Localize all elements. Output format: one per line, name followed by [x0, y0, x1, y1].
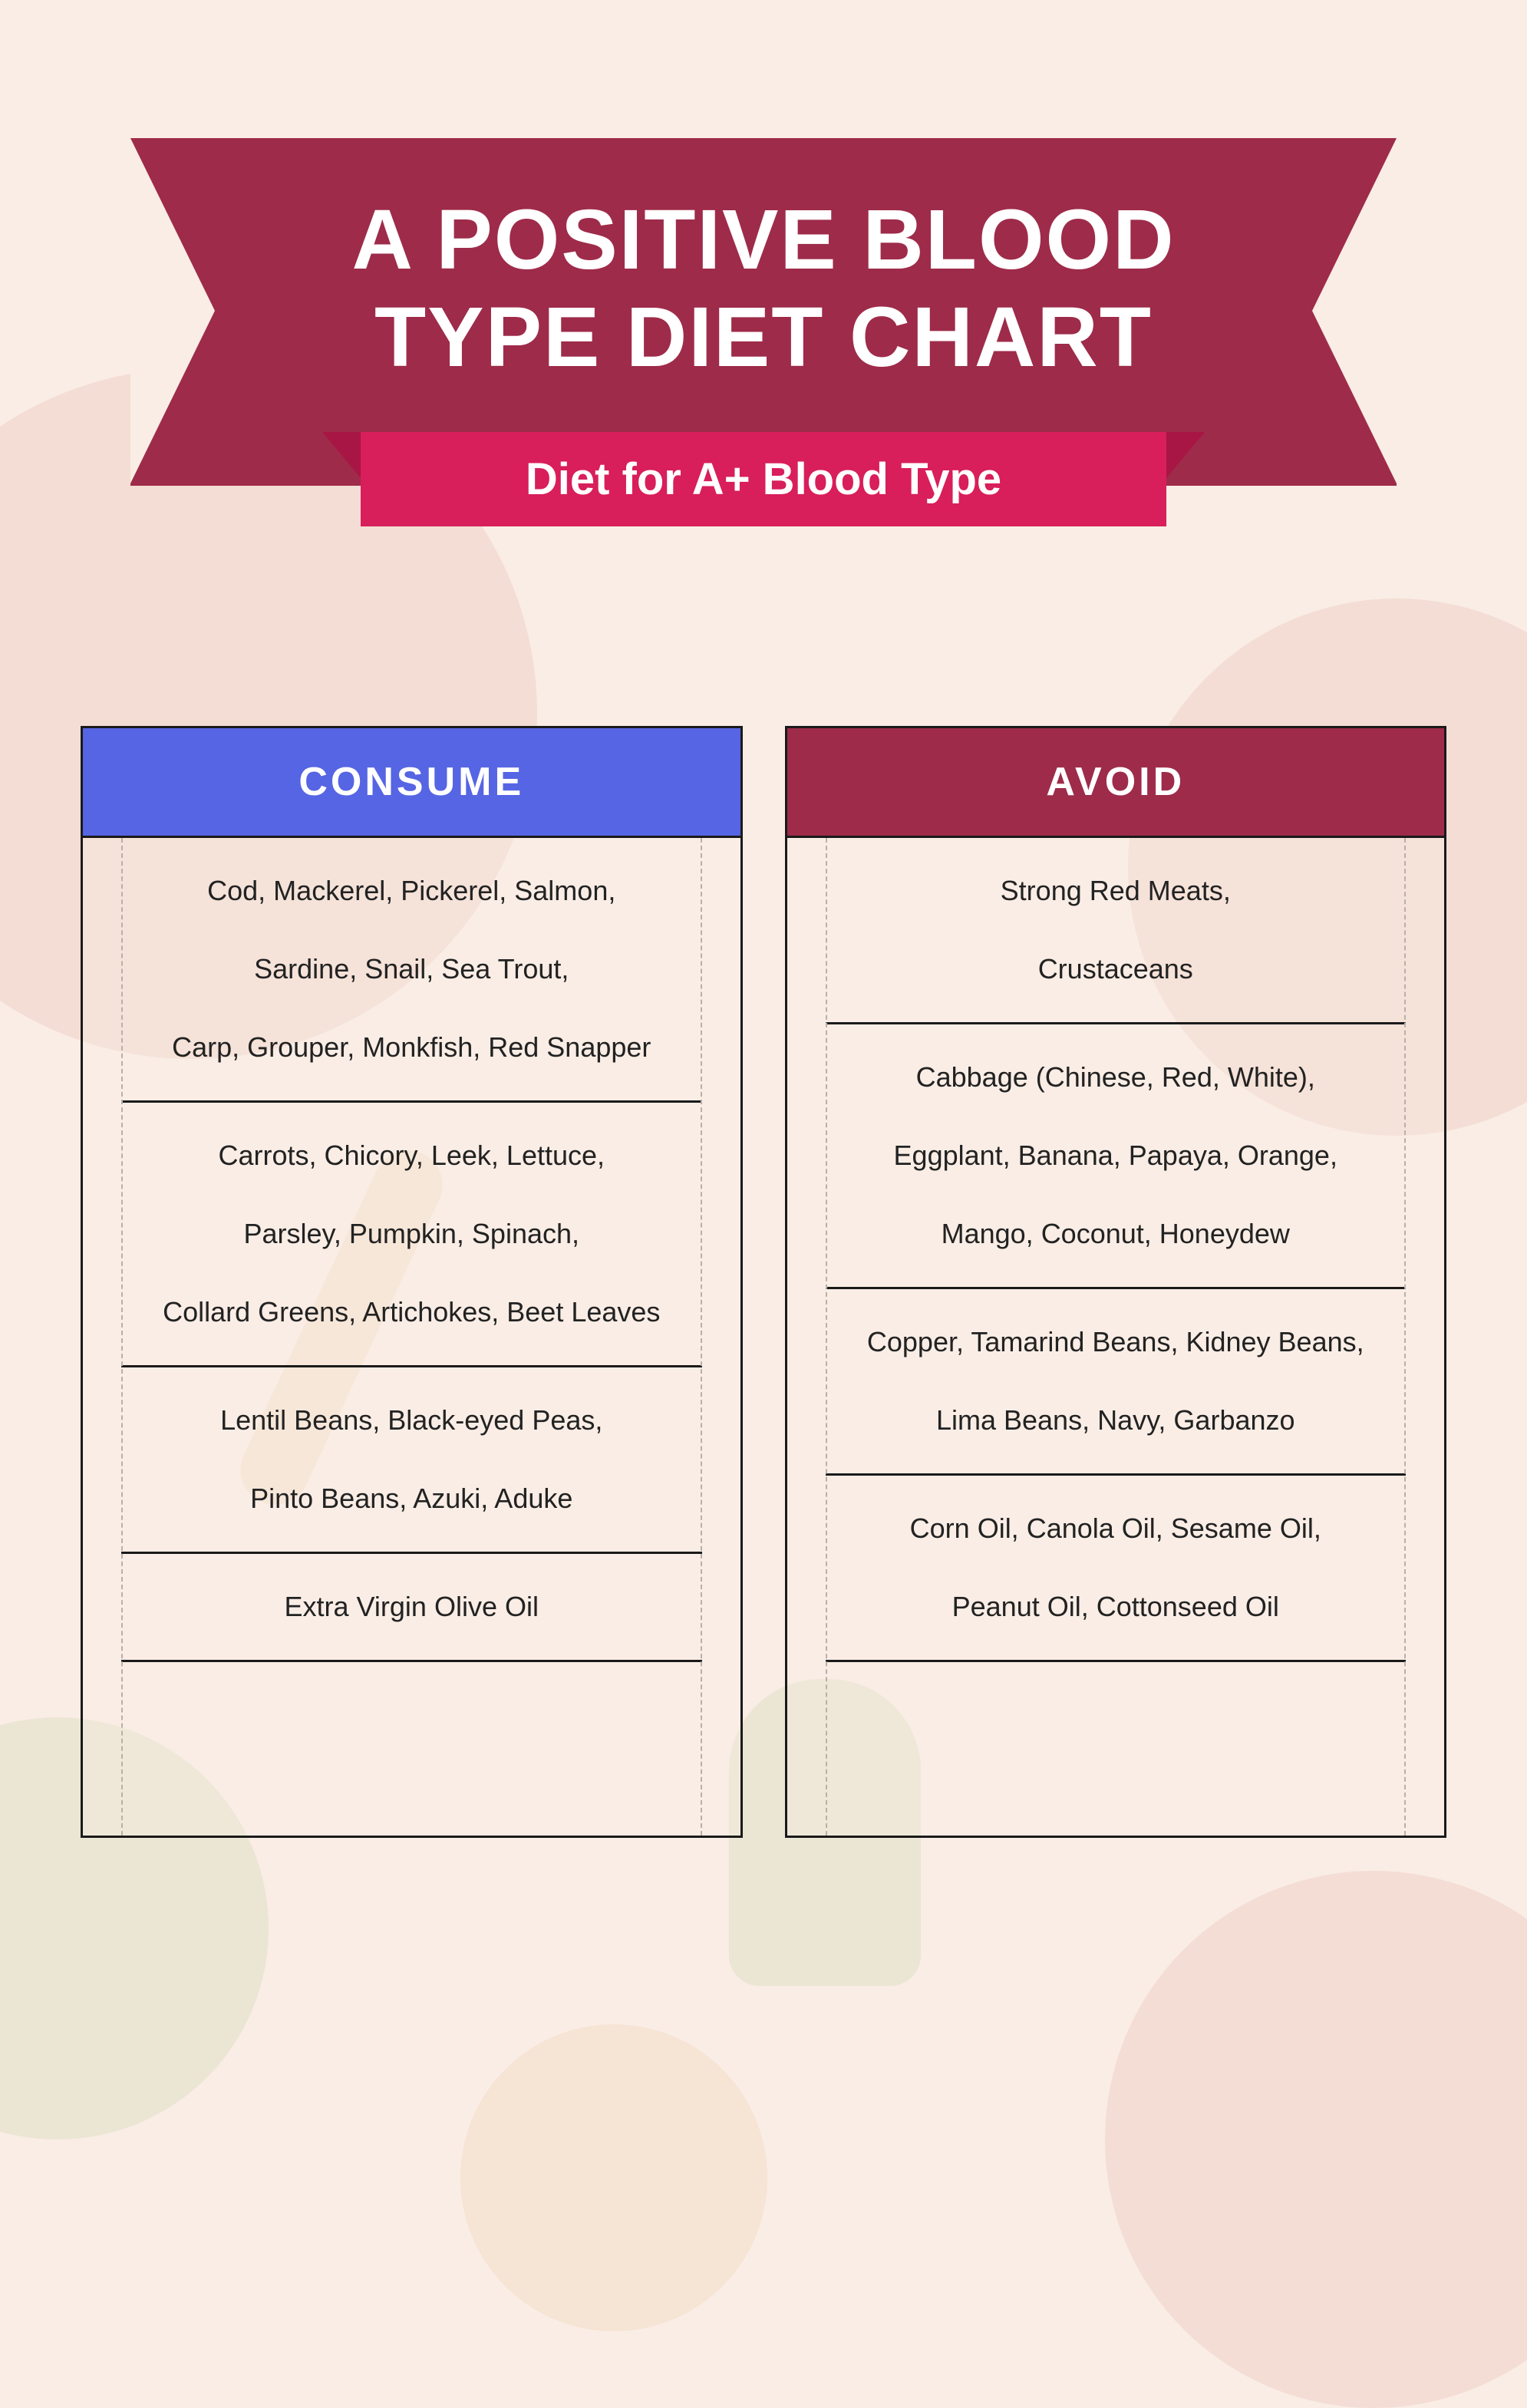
food-group: Lentil Beans, Black-eyed Peas,Pinto Bean…: [121, 1367, 702, 1554]
bg-circle: [460, 2024, 767, 2331]
food-line: Crustaceans: [826, 930, 1407, 1008]
bg-circle: [1105, 1871, 1527, 2408]
columns: CONSUME Cod, Mackerel, Pickerel, Salmon,…: [81, 726, 1446, 1838]
food-line: Parsley, Pumpkin, Spinach,: [121, 1195, 702, 1273]
food-line: Carp, Grouper, Monkfish, Red Snapper: [121, 1008, 702, 1087]
title-line-1: A POSITIVE BLOOD: [176, 192, 1351, 289]
food-line: Pinto Beans, Azuki, Aduke: [121, 1460, 702, 1538]
food-group: Strong Red Meats,Crustaceans: [826, 838, 1407, 1024]
title-block: A POSITIVE BLOOD TYPE DIET CHART Diet fo…: [130, 138, 1397, 526]
food-line: Extra Virgin Olive Oil: [121, 1568, 702, 1646]
food-line: Copper, Tamarind Beans, Kidney Beans,: [826, 1303, 1407, 1381]
subtitle-ribbon: Diet for A+ Blood Type: [361, 432, 1166, 526]
food-line: Carrots, Chicory, Leek, Lettuce,: [121, 1117, 702, 1195]
food-group: Extra Virgin Olive Oil: [121, 1554, 702, 1662]
food-group: Carrots, Chicory, Leek, Lettuce,Parsley,…: [121, 1103, 702, 1367]
avoid-column: AVOID Strong Red Meats,CrustaceansCabbag…: [785, 726, 1447, 1838]
food-line: Collard Greens, Artichokes, Beet Leaves: [121, 1273, 702, 1351]
consume-body: Cod, Mackerel, Pickerel, Salmon,Sardine,…: [83, 838, 740, 1836]
avoid-body: Strong Red Meats,CrustaceansCabbage (Chi…: [787, 838, 1445, 1836]
consume-column: CONSUME Cod, Mackerel, Pickerel, Salmon,…: [81, 726, 743, 1838]
food-group: Cod, Mackerel, Pickerel, Salmon,Sardine,…: [121, 838, 702, 1103]
food-line: Corn Oil, Canola Oil, Sesame Oil,: [826, 1489, 1407, 1568]
food-group: Cabbage (Chinese, Red, White),Eggplant, …: [826, 1024, 1407, 1289]
food-line: Strong Red Meats,: [826, 852, 1407, 930]
consume-header: CONSUME: [83, 728, 740, 838]
title-line-2: TYPE DIET CHART: [176, 289, 1351, 387]
food-line: Lima Beans, Navy, Garbanzo: [826, 1381, 1407, 1460]
food-group: Corn Oil, Canola Oil, Sesame Oil,Peanut …: [826, 1476, 1407, 1662]
food-group: Copper, Tamarind Beans, Kidney Beans,Lim…: [826, 1289, 1407, 1476]
food-line: Lentil Beans, Black-eyed Peas,: [121, 1381, 702, 1460]
avoid-header: AVOID: [787, 728, 1445, 838]
food-line: Cabbage (Chinese, Red, White),: [826, 1038, 1407, 1117]
food-line: Cod, Mackerel, Pickerel, Salmon,: [121, 852, 702, 930]
food-line: Sardine, Snail, Sea Trout,: [121, 930, 702, 1008]
food-line: Eggplant, Banana, Papaya, Orange,: [826, 1117, 1407, 1195]
food-line: Peanut Oil, Cottonseed Oil: [826, 1568, 1407, 1646]
food-line: Mango, Coconut, Honeydew: [826, 1195, 1407, 1273]
